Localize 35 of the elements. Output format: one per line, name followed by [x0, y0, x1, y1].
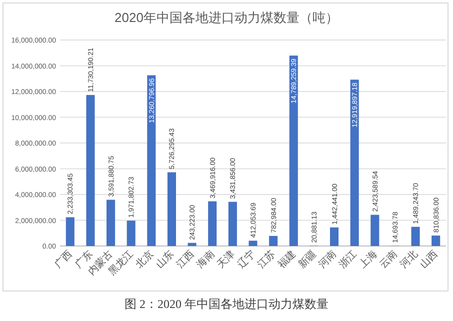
bar — [208, 201, 217, 246]
bar — [106, 200, 116, 246]
x-tick-label: 河北 — [397, 248, 420, 271]
caption: 图 2：2020 年中国各地进口动力煤数量 — [124, 297, 328, 311]
bar — [66, 217, 74, 246]
bar — [126, 220, 136, 246]
x-tick-label: 江苏 — [255, 248, 278, 271]
x-tick-label: 辽宁 — [234, 248, 258, 271]
x-tick-label: 江西 — [174, 248, 197, 271]
bar — [432, 236, 440, 246]
x-tick-label: 云南 — [377, 248, 400, 271]
bar — [411, 226, 420, 246]
chart-title: 2020年中国各地进口动力煤数量（吨） — [114, 10, 338, 25]
bar — [350, 80, 359, 246]
bar — [228, 202, 237, 246]
x-tick-label: 上海 — [356, 248, 380, 271]
bar — [289, 56, 298, 246]
bar — [147, 75, 156, 246]
bar — [330, 227, 339, 246]
x-tick-label: 山东 — [154, 248, 176, 271]
x-tick-label: 浙江 — [336, 248, 360, 271]
x-tick-label: 山西 — [418, 248, 440, 271]
x-tick-label: 河南 — [316, 248, 339, 271]
bar — [248, 240, 258, 246]
x-tick-label: 海南 — [194, 248, 217, 271]
x-tick-label: 天津 — [214, 248, 238, 271]
bar — [188, 242, 196, 246]
bar — [269, 236, 278, 246]
x-tick-label: 福建 — [276, 248, 298, 271]
x-tick-label: 新疆 — [296, 248, 319, 271]
bar — [86, 94, 95, 246]
bar — [167, 172, 176, 246]
x-tick-label: 北京 — [133, 248, 156, 271]
x-tick-label: 广西 — [52, 248, 75, 271]
bar — [370, 214, 380, 246]
